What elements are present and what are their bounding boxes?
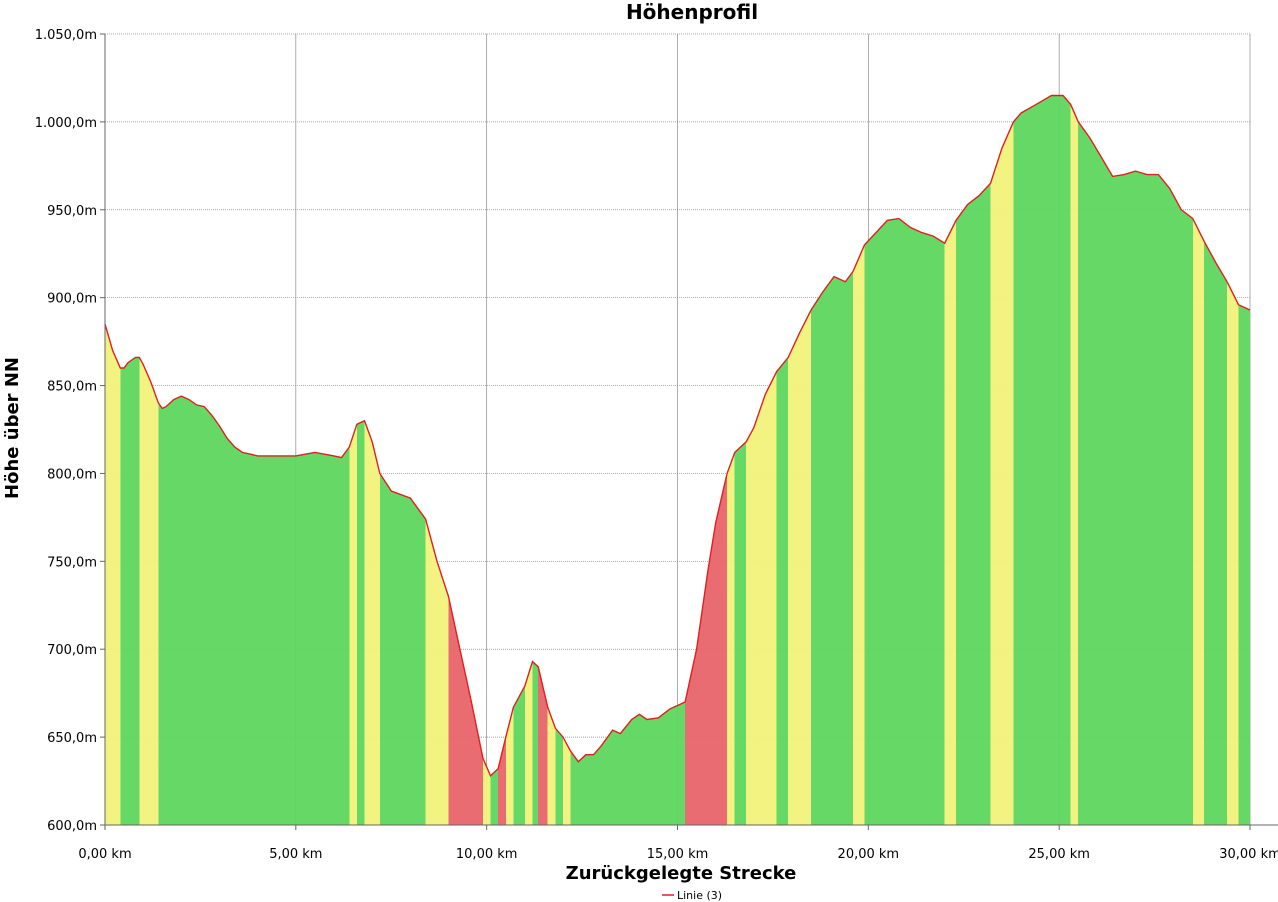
x-axis-ticks: 0,00 km 5,00 km 10,00 km 15,00 km 20,00 km 25…	[78, 825, 1278, 862]
y-tick-label: 600,0m	[47, 819, 97, 834]
y-tick-label: 1.050,0m	[35, 28, 97, 43]
y-tick-label: 800,0m	[47, 467, 97, 482]
y-axis-ticks: 600,0m 650,0m 700,0m 750,0m 800,0m 850,0m 900,…	[35, 28, 105, 834]
y-tick-label: 900,0m	[47, 292, 97, 307]
x-axis-title: Zurückgelegte Strecke	[566, 863, 797, 884]
x-tick-label: 0,00 km	[78, 847, 131, 862]
y-tick-label: 700,0m	[47, 643, 97, 658]
x-tick-label: 5,00 km	[269, 847, 322, 862]
x-tick-label: 10,00 km	[456, 847, 518, 862]
y-tick-label: 950,0m	[47, 204, 97, 219]
x-tick-label: 15,00 km	[647, 847, 709, 862]
y-tick-label: 750,0m	[47, 555, 97, 570]
y-tick-label: 850,0m	[47, 380, 97, 395]
x-tick-label: 20,00 km	[838, 847, 900, 862]
y-axis-title: Höhe über NN	[2, 357, 23, 499]
y-tick-label: 650,0m	[47, 731, 97, 746]
chart-title: Höhenprofil	[626, 0, 758, 24]
x-tick-label: 25,00 km	[1028, 847, 1090, 862]
y-tick-label: 1.000,0m	[35, 116, 97, 131]
legend: Linie (3)	[662, 889, 722, 902]
x-tick-label: 30,00 km	[1219, 847, 1278, 862]
legend-label: Linie (3)	[677, 889, 722, 902]
